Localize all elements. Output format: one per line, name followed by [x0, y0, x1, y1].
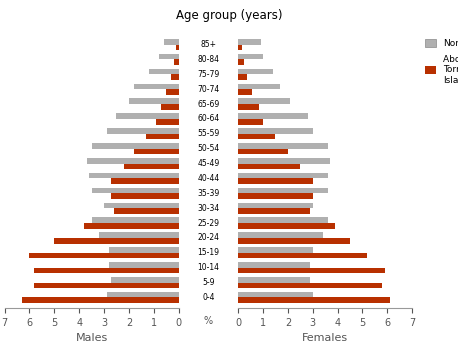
Bar — [238, 262, 310, 268]
Text: 20-24: 20-24 — [197, 233, 219, 242]
Bar — [238, 163, 300, 169]
Bar — [29, 253, 179, 259]
Bar — [92, 218, 179, 223]
Bar — [238, 54, 263, 60]
Text: 55-59: 55-59 — [197, 129, 219, 138]
Text: 65-69: 65-69 — [197, 100, 219, 109]
Bar — [238, 188, 327, 193]
Bar — [166, 89, 179, 95]
Bar — [238, 128, 313, 134]
Bar — [238, 173, 327, 179]
Bar — [159, 54, 179, 60]
Bar — [238, 238, 350, 244]
Bar — [238, 179, 313, 184]
Bar — [238, 143, 327, 149]
Bar — [116, 113, 179, 119]
Text: 45-49: 45-49 — [197, 159, 219, 168]
Bar — [238, 253, 367, 259]
Bar — [238, 292, 313, 298]
Bar — [111, 277, 179, 282]
Text: 50-54: 50-54 — [197, 144, 219, 153]
Bar — [238, 104, 259, 110]
Bar — [238, 134, 275, 140]
Text: %: % — [204, 316, 213, 326]
Bar — [238, 268, 385, 273]
Bar — [238, 60, 245, 65]
Text: 85+: 85+ — [201, 40, 216, 49]
Bar — [134, 149, 179, 154]
Bar — [111, 179, 179, 184]
Bar — [107, 128, 179, 134]
X-axis label: Males: Males — [76, 333, 108, 342]
Bar — [149, 69, 179, 74]
Bar — [238, 83, 280, 89]
Bar — [129, 98, 179, 104]
X-axis label: Females: Females — [302, 333, 348, 342]
Text: 70-74: 70-74 — [197, 85, 219, 94]
Bar — [238, 98, 290, 104]
Bar — [238, 202, 313, 208]
Text: 5-9: 5-9 — [202, 278, 215, 287]
Text: 30-34: 30-34 — [197, 204, 219, 213]
Text: 60-64: 60-64 — [197, 115, 219, 123]
Bar — [238, 232, 323, 238]
Bar — [238, 74, 247, 80]
Bar — [34, 268, 179, 273]
Text: Age group (years): Age group (years) — [176, 9, 282, 22]
Bar — [164, 39, 179, 44]
Bar — [238, 39, 261, 44]
Bar — [161, 104, 179, 110]
Bar — [238, 158, 330, 163]
Bar — [109, 247, 179, 253]
Bar — [238, 277, 310, 282]
Bar — [238, 247, 313, 253]
Text: 15-19: 15-19 — [197, 248, 219, 257]
Bar — [238, 282, 382, 288]
Bar — [238, 149, 288, 154]
Bar — [238, 69, 273, 74]
Bar — [171, 74, 179, 80]
Bar — [238, 193, 313, 199]
Text: 25-29: 25-29 — [197, 219, 219, 227]
Bar — [34, 282, 179, 288]
Bar — [111, 193, 179, 199]
Legend: Non-Aboriginal, Aboriginal and
Torres Strait
Islander: Non-Aboriginal, Aboriginal and Torres St… — [425, 39, 458, 85]
Text: 10-14: 10-14 — [197, 263, 219, 272]
Bar — [238, 113, 308, 119]
Bar — [92, 143, 179, 149]
Bar — [55, 238, 179, 244]
Bar — [238, 44, 242, 50]
Text: 80-84: 80-84 — [197, 55, 219, 64]
Bar — [22, 298, 179, 303]
Bar — [238, 298, 390, 303]
Bar — [92, 188, 179, 193]
Bar — [99, 232, 179, 238]
Bar — [146, 134, 179, 140]
Bar — [87, 158, 179, 163]
Text: 0-4: 0-4 — [202, 293, 215, 302]
Bar — [174, 60, 179, 65]
Bar — [124, 163, 179, 169]
Text: 35-39: 35-39 — [197, 189, 219, 198]
Bar — [114, 208, 179, 214]
Bar — [109, 262, 179, 268]
Bar — [107, 292, 179, 298]
Bar — [238, 89, 252, 95]
Bar — [238, 223, 335, 229]
Bar — [84, 223, 179, 229]
Bar — [89, 173, 179, 179]
Bar — [156, 119, 179, 124]
Bar — [134, 83, 179, 89]
Bar — [238, 218, 327, 223]
Bar — [176, 44, 179, 50]
Text: 40-44: 40-44 — [197, 174, 219, 183]
Text: 75-79: 75-79 — [197, 70, 219, 79]
Bar — [104, 202, 179, 208]
Bar — [238, 208, 310, 214]
Bar — [238, 119, 263, 124]
